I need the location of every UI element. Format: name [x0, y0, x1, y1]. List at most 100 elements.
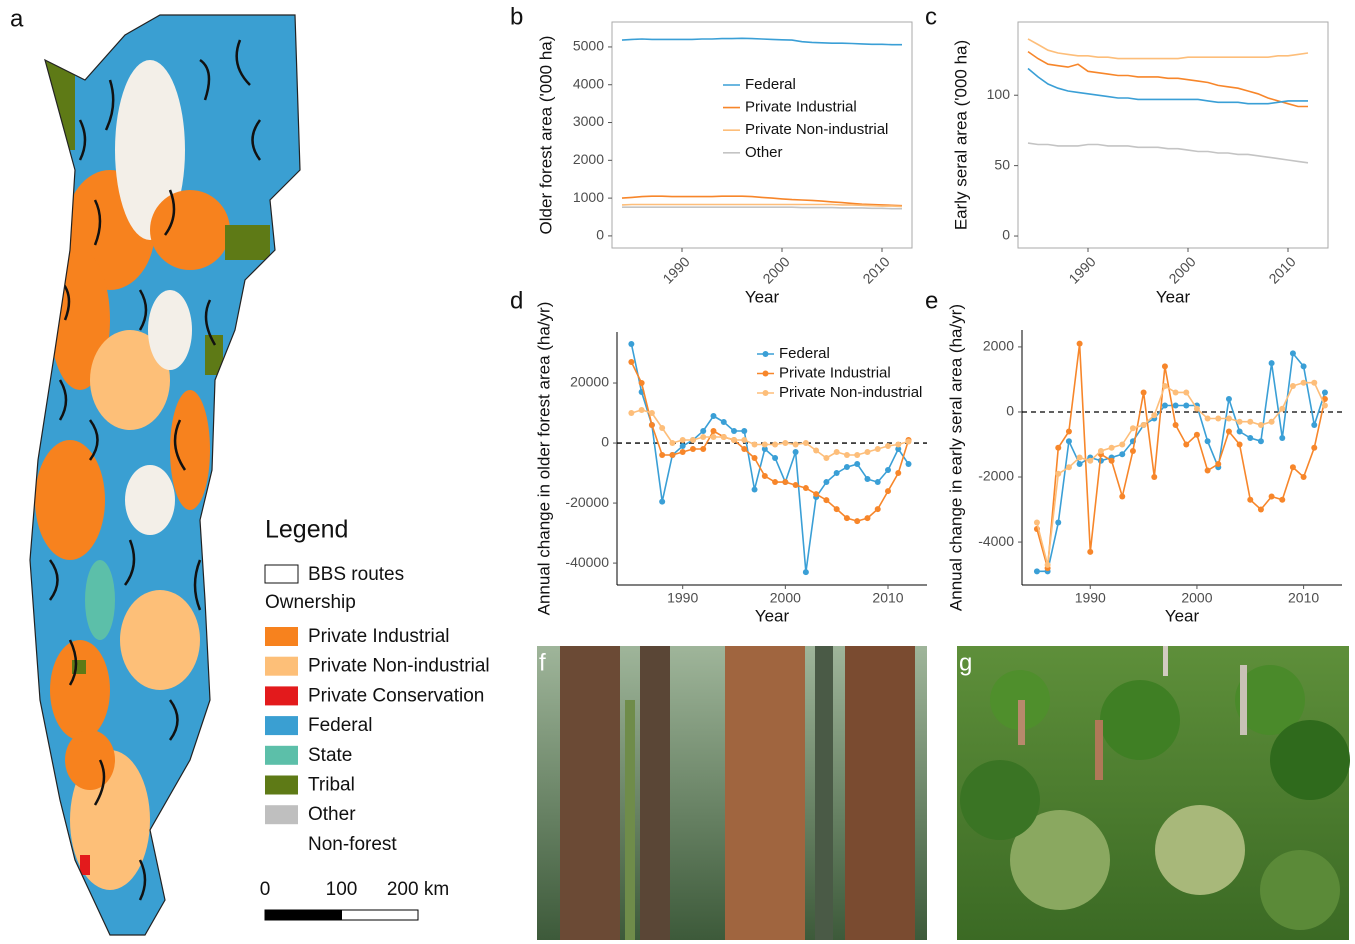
point: [628, 359, 635, 366]
y-axis-title: Early seral area ('000 ha): [951, 40, 970, 230]
point: [710, 434, 717, 441]
panel-label: d: [510, 287, 523, 314]
point: [1225, 428, 1232, 435]
point: [1172, 402, 1179, 409]
point: [628, 341, 635, 348]
map-outline: [29, 14, 301, 936]
y-tick-label: 1000: [573, 189, 604, 205]
panel-label: a: [10, 5, 24, 32]
point: [1129, 447, 1136, 454]
y-axis-title: Annual change in older forest area (ha/y…: [534, 302, 553, 616]
legend-title: Legend: [265, 516, 348, 544]
point: [1087, 548, 1094, 555]
scale-label: 200 km: [387, 879, 449, 900]
point: [1300, 363, 1307, 370]
point: [648, 422, 655, 429]
point: [659, 425, 666, 432]
panel-label: g: [959, 649, 972, 676]
point: [1183, 402, 1190, 409]
swatch: [265, 745, 298, 765]
point: [895, 446, 902, 453]
point: [1161, 363, 1168, 370]
point: [1204, 438, 1211, 445]
scale-label: 0: [260, 879, 271, 900]
legend-label: Private Industrial: [308, 626, 450, 647]
point: [1087, 457, 1094, 464]
point: [1257, 438, 1264, 445]
point: [843, 464, 850, 471]
x-tick-label: 1990: [659, 253, 692, 286]
swatch: [265, 805, 298, 825]
point: [1161, 402, 1168, 409]
point: [802, 485, 809, 492]
point: [1279, 405, 1286, 412]
point: [638, 380, 645, 387]
point: [874, 506, 881, 513]
y-tick-label: -2000: [978, 468, 1014, 484]
x-axis-title: Year: [1165, 606, 1200, 625]
legend-marker: [762, 351, 769, 357]
point: [823, 455, 830, 462]
point: [1065, 428, 1072, 435]
point: [1321, 402, 1328, 409]
point: [1097, 447, 1104, 454]
point: [1268, 493, 1275, 500]
legend-label: Tribal: [308, 775, 355, 796]
y-tick-label: 4000: [573, 75, 604, 91]
point: [1311, 379, 1318, 386]
point: [1257, 506, 1264, 513]
point: [751, 441, 758, 448]
y-tick-label: -40000: [565, 554, 609, 570]
y-tick-label: 0: [1002, 227, 1010, 243]
point: [741, 428, 748, 435]
point: [669, 440, 676, 447]
point: [1215, 461, 1222, 468]
legend-label: Federal: [745, 76, 796, 93]
point: [1183, 441, 1190, 448]
point: [874, 479, 881, 486]
legend-label: Private Non-industrial: [745, 121, 888, 138]
point: [864, 515, 871, 522]
point: [1151, 474, 1158, 481]
point: [659, 498, 666, 505]
point: [895, 470, 902, 477]
point: [1140, 389, 1147, 396]
point: [833, 470, 840, 477]
point: [1172, 389, 1179, 396]
point: [1076, 454, 1083, 461]
point: [731, 428, 738, 435]
swatch: [265, 716, 298, 736]
point: [1065, 438, 1072, 445]
point: [700, 434, 707, 441]
legend-subtitle: Ownership: [265, 592, 356, 613]
point: [874, 446, 881, 453]
point: [710, 413, 717, 420]
y-tick-label: 50: [994, 156, 1010, 172]
point: [1321, 389, 1328, 396]
point: [833, 506, 840, 513]
point: [772, 479, 779, 486]
point: [1268, 360, 1275, 367]
legend-label: Private Non-industrial: [308, 656, 490, 677]
x-tick-label: 2000: [759, 253, 792, 286]
series-line: [631, 409, 909, 459]
point: [741, 437, 748, 444]
plot-frame: [1017, 21, 1329, 249]
point: [761, 441, 768, 448]
point: [1065, 464, 1072, 471]
legend-label: BBS routes: [308, 564, 404, 585]
y-tick-label: 100: [987, 86, 1011, 102]
x-tick-label: 2010: [872, 590, 903, 606]
x-tick-label: 2000: [1165, 253, 1198, 286]
point: [772, 455, 779, 462]
point: [1236, 441, 1243, 448]
point: [1247, 496, 1254, 503]
series-line: [1027, 38, 1309, 60]
point: [1300, 474, 1307, 481]
point: [1055, 470, 1062, 477]
point: [1247, 418, 1254, 425]
point: [1055, 519, 1062, 526]
x-tick-label: 2010: [1288, 590, 1319, 606]
